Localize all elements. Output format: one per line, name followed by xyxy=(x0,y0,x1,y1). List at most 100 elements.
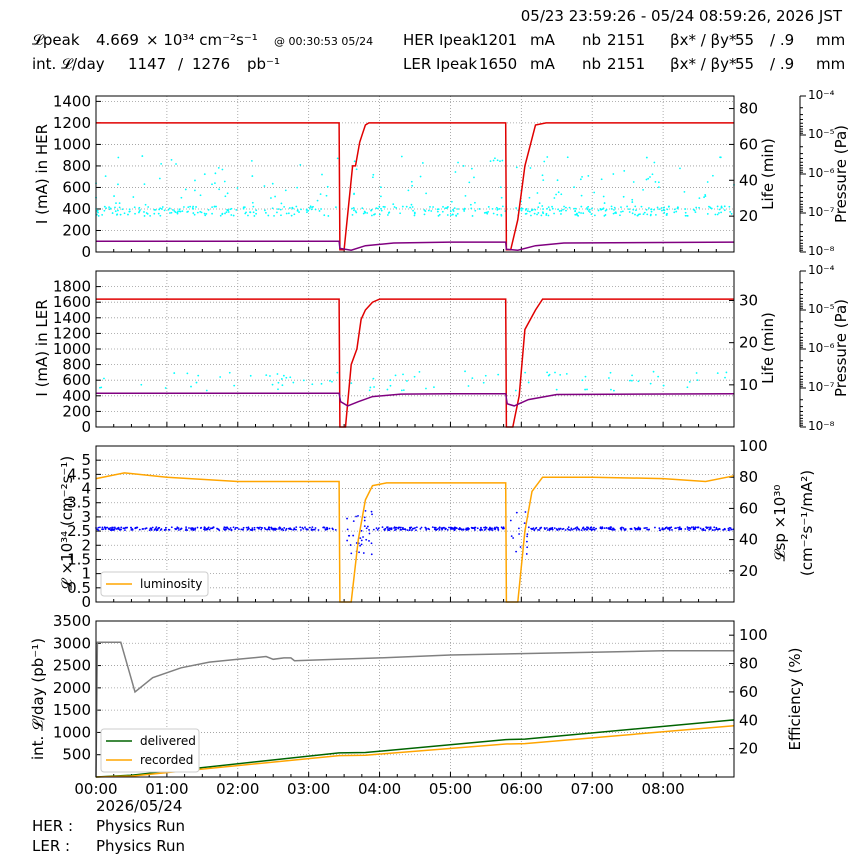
specific-luminosity-point xyxy=(440,527,443,530)
pressure-point xyxy=(309,205,312,208)
pressure-point xyxy=(603,214,606,217)
y-tick-label: 1000 xyxy=(53,723,91,741)
specific-luminosity-point xyxy=(125,526,128,529)
specific-luminosity-point xyxy=(190,528,193,531)
pressure-tick-label: 10⁻⁷ xyxy=(808,205,835,219)
efficiency-axis-title: Efficiency (%) xyxy=(786,648,804,751)
pressure-point xyxy=(482,381,485,384)
pressure-point xyxy=(720,211,723,214)
pressure-point xyxy=(423,213,426,216)
specific-luminosity-point xyxy=(662,528,665,531)
specific-luminosity-point xyxy=(176,526,179,529)
pressure-point xyxy=(285,376,288,379)
lumi-sp-axis-title-2: (cm⁻²s⁻¹/mA²) xyxy=(798,470,816,576)
specific-luminosity-point xyxy=(535,526,538,529)
ler-betax: 55 xyxy=(735,55,754,73)
pressure-point xyxy=(634,205,637,208)
specific-luminosity-point xyxy=(167,528,170,531)
specific-luminosity-point xyxy=(708,526,710,529)
pressure-point xyxy=(729,210,732,213)
specific-luminosity-point xyxy=(293,528,296,531)
specific-luminosity-point xyxy=(156,528,158,531)
pressure-point xyxy=(451,213,454,216)
pressure-point xyxy=(660,209,663,212)
specific-luminosity-point xyxy=(186,529,189,532)
pressure-point xyxy=(232,214,235,217)
pressure-point xyxy=(521,207,524,210)
lumi-legend-box xyxy=(100,571,209,597)
specific-luminosity-point xyxy=(119,528,121,531)
y-tick-label: 2000 xyxy=(53,679,91,697)
pressure-point xyxy=(703,196,705,199)
y2-tick-label: 20 xyxy=(739,740,758,758)
pressure-point xyxy=(410,180,413,183)
pressure-point xyxy=(612,212,615,215)
pressure-point xyxy=(207,208,210,211)
pressure-point xyxy=(626,205,629,208)
pressure-point xyxy=(323,214,326,217)
pressure-point xyxy=(194,179,196,182)
pressure-point xyxy=(386,214,389,216)
ler-nb-label: nb xyxy=(582,55,601,73)
specific-luminosity-point xyxy=(283,527,286,529)
pressure-point xyxy=(565,206,567,209)
y-tick-label: 3.5 xyxy=(67,494,91,512)
pressure-point xyxy=(140,383,143,386)
pressure-point xyxy=(679,167,681,170)
specific-luminosity-point xyxy=(101,526,104,529)
pressure-point xyxy=(474,201,476,204)
specific-luminosity-point xyxy=(611,528,614,531)
pressure-point xyxy=(213,205,216,208)
specific-luminosity-point xyxy=(451,527,453,530)
pressure-point xyxy=(449,210,452,213)
y2-tick-label: 40 xyxy=(739,171,758,189)
pressure-point xyxy=(331,380,333,383)
her-value: 1201 xyxy=(479,31,517,49)
pressure-point xyxy=(316,199,319,202)
pressure-point xyxy=(684,208,687,210)
specific-luminosity-point xyxy=(500,526,503,529)
pressure-point xyxy=(311,383,314,386)
specific-luminosity-point xyxy=(390,527,393,530)
specific-luminosity-point xyxy=(365,527,368,530)
pressure-point xyxy=(123,212,126,215)
specific-luminosity-point xyxy=(310,529,313,531)
pressure-point xyxy=(494,157,496,160)
pressure-point xyxy=(103,209,106,212)
pressure-point xyxy=(723,205,726,208)
pressure-point xyxy=(277,381,280,384)
pressure-point xyxy=(573,186,575,189)
pressure-point xyxy=(467,385,470,387)
y-tick-label: 5 xyxy=(81,451,91,469)
pressure-point xyxy=(673,211,676,214)
pressure-point xyxy=(643,211,646,214)
pressure-point xyxy=(557,208,559,211)
pressure-point xyxy=(642,188,644,191)
specific-luminosity-point xyxy=(393,527,395,529)
pressure-point xyxy=(117,183,119,186)
specific-luminosity-point xyxy=(729,529,731,531)
pressure-point xyxy=(300,208,302,211)
pressure-point xyxy=(657,186,660,189)
pressure-point xyxy=(635,209,637,212)
pressure-point xyxy=(619,214,621,217)
pressure-point xyxy=(298,211,300,213)
specific-luminosity-point xyxy=(362,552,365,554)
specific-luminosity-point xyxy=(712,529,714,532)
specific-luminosity-point xyxy=(718,528,721,530)
pressure-point xyxy=(695,372,698,374)
specific-luminosity-point xyxy=(431,526,434,529)
pressure-point xyxy=(686,214,688,217)
specific-luminosity-point xyxy=(123,527,126,530)
pressure-point xyxy=(645,178,648,181)
specific-luminosity-point xyxy=(194,527,197,530)
lpeak-label: 𝓛peak xyxy=(32,31,80,49)
intl-axis-title: int. 𝓛/day (pb⁻¹) xyxy=(29,638,47,760)
pressure-point xyxy=(183,206,185,208)
pressure-point xyxy=(631,374,633,377)
pressure-point xyxy=(361,207,364,210)
pressure-point xyxy=(500,213,503,216)
specific-luminosity-point xyxy=(312,528,315,531)
y-tick-label: 0.5 xyxy=(67,579,91,597)
specific-luminosity-point xyxy=(242,526,245,529)
